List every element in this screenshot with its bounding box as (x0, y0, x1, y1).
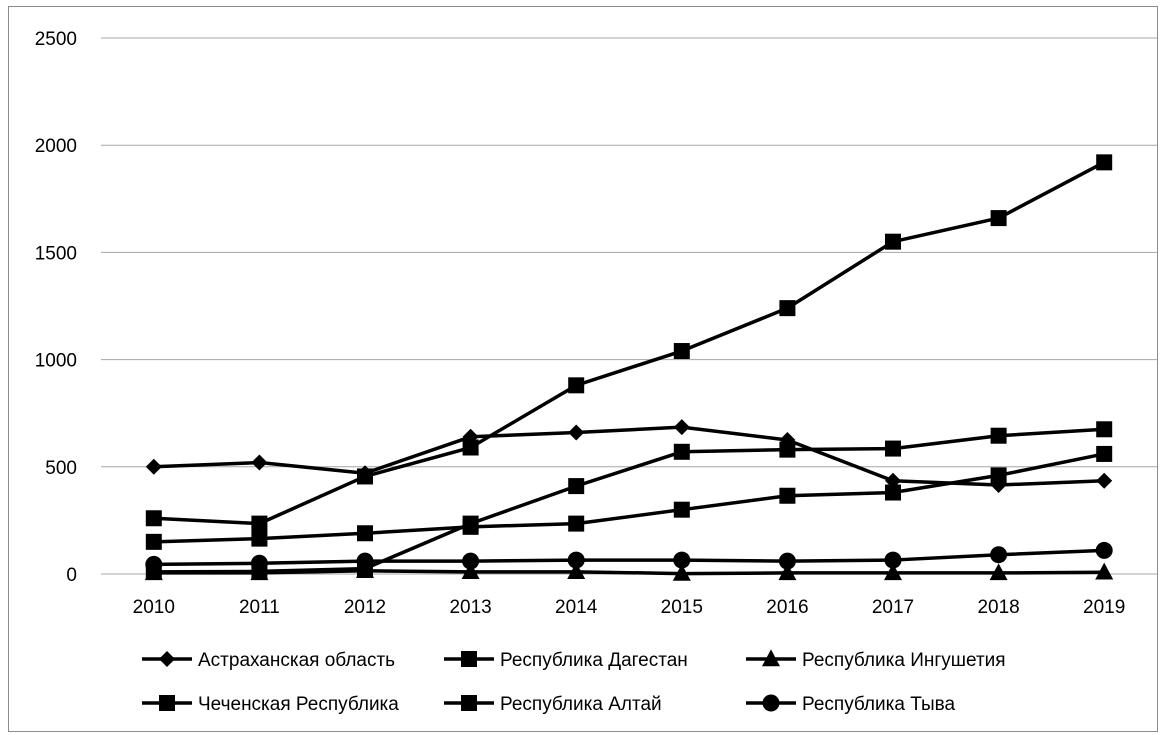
data-point (673, 551, 691, 569)
y-tick-label: 0 (66, 565, 77, 586)
data-point (884, 551, 902, 569)
data-point (568, 478, 585, 495)
data-point (1096, 421, 1113, 438)
data-point (672, 563, 691, 581)
legend-label: Астраханская область (198, 650, 395, 671)
legend-item: Чеченская Республика (142, 694, 399, 715)
legend-marker (159, 695, 175, 711)
x-tick-label: 2012 (344, 597, 386, 618)
data-point (884, 563, 902, 581)
data-point (1096, 445, 1113, 462)
x-tick-label: 2010 (133, 597, 175, 618)
data-point (990, 546, 1008, 564)
data-point (1096, 472, 1113, 489)
series-2 (145, 154, 1113, 532)
data-point (251, 515, 268, 532)
data-point (357, 468, 373, 485)
data-point (462, 515, 479, 532)
x-axis-ticks: 2010 2011 2012 2013 2014 2015 2016 2017 2018 2019 (133, 597, 1126, 618)
data-point (567, 562, 586, 580)
data-point (1095, 562, 1114, 580)
grid-lines (101, 37, 1157, 575)
data-point (885, 233, 901, 250)
x-tick-label: 2016 (766, 597, 808, 618)
data-point (145, 510, 162, 527)
data-point (250, 554, 268, 572)
data-point (251, 454, 268, 471)
legend-item: Республика Алтай (444, 694, 662, 715)
data-point (357, 525, 373, 542)
x-tick-label: 2013 (449, 597, 491, 618)
x-tick-label: 2018 (977, 597, 1019, 618)
legend-label: Республика Дагестан (500, 650, 688, 671)
data-point (885, 440, 901, 457)
legend-item: Республика Тыва (746, 694, 956, 715)
series-line (153, 452, 1105, 544)
data-point (1095, 541, 1113, 559)
data-point (462, 439, 479, 456)
legend-label: Чеченская Республика (198, 694, 399, 715)
legend-marker (762, 694, 780, 712)
chart-frame: 0 500 1000 1500 2000 2500 2010 2011 2012 2013 201… (8, 6, 1158, 732)
legend-label: Республика Алтай (500, 694, 662, 715)
y-tick-label: 2500 (35, 29, 77, 50)
data-point (145, 555, 163, 573)
series-lines (144, 154, 1114, 581)
data-point (990, 467, 1007, 484)
data-point (462, 552, 480, 570)
legend-item: Республика Ингушетия (746, 649, 1006, 671)
data-point (568, 377, 585, 394)
data-point (145, 458, 162, 475)
data-point (885, 484, 901, 501)
series-line (153, 160, 1106, 526)
series-line (153, 569, 1105, 576)
data-point (673, 343, 690, 360)
data-point (778, 563, 797, 581)
data-point (779, 487, 796, 504)
y-tick-label: 500 (45, 458, 77, 479)
legend-label: Республика Ингушетия (802, 650, 1006, 671)
data-point (990, 427, 1007, 444)
x-tick-label: 2011 (239, 597, 280, 618)
data-point (779, 300, 796, 317)
data-point (567, 551, 585, 569)
data-point (568, 515, 585, 532)
data-point (673, 443, 690, 460)
data-point (251, 530, 268, 547)
x-tick-label: 2015 (661, 597, 703, 618)
x-tick-label: 2017 (872, 597, 914, 618)
data-point (145, 533, 162, 550)
data-point (673, 501, 690, 518)
y-tick-label: 1000 (35, 351, 77, 372)
data-point (990, 210, 1007, 227)
data-point (673, 419, 690, 436)
legend-item: Республика Дагестан (444, 650, 688, 671)
legend-marker (461, 695, 477, 711)
data-point (568, 424, 585, 441)
series-line (153, 548, 1105, 567)
data-point (779, 441, 796, 458)
data-point (989, 563, 1008, 581)
x-tick-label: 2014 (555, 597, 598, 618)
x-tick-label: 2019 (1083, 597, 1125, 618)
legend: Астраханская область Республика Дагестан Р… (142, 649, 1006, 715)
legend-marker (461, 651, 477, 667)
series-line (153, 427, 1105, 574)
y-axis-ticks: 0 500 1000 1500 2000 2500 (35, 29, 77, 586)
legend-marker (762, 649, 780, 667)
series-line (153, 425, 1105, 487)
legend-item: Астраханская область (142, 650, 395, 671)
data-point (356, 552, 374, 570)
legend-label: Республика Тыва (802, 694, 956, 715)
legend-marker (159, 651, 175, 667)
data-point (461, 562, 480, 580)
data-point (1096, 154, 1113, 171)
y-tick-label: 2000 (35, 136, 77, 157)
data-point (778, 552, 796, 570)
series-4 (145, 445, 1113, 550)
y-tick-label: 1500 (35, 243, 77, 264)
series-6 (145, 541, 1113, 573)
